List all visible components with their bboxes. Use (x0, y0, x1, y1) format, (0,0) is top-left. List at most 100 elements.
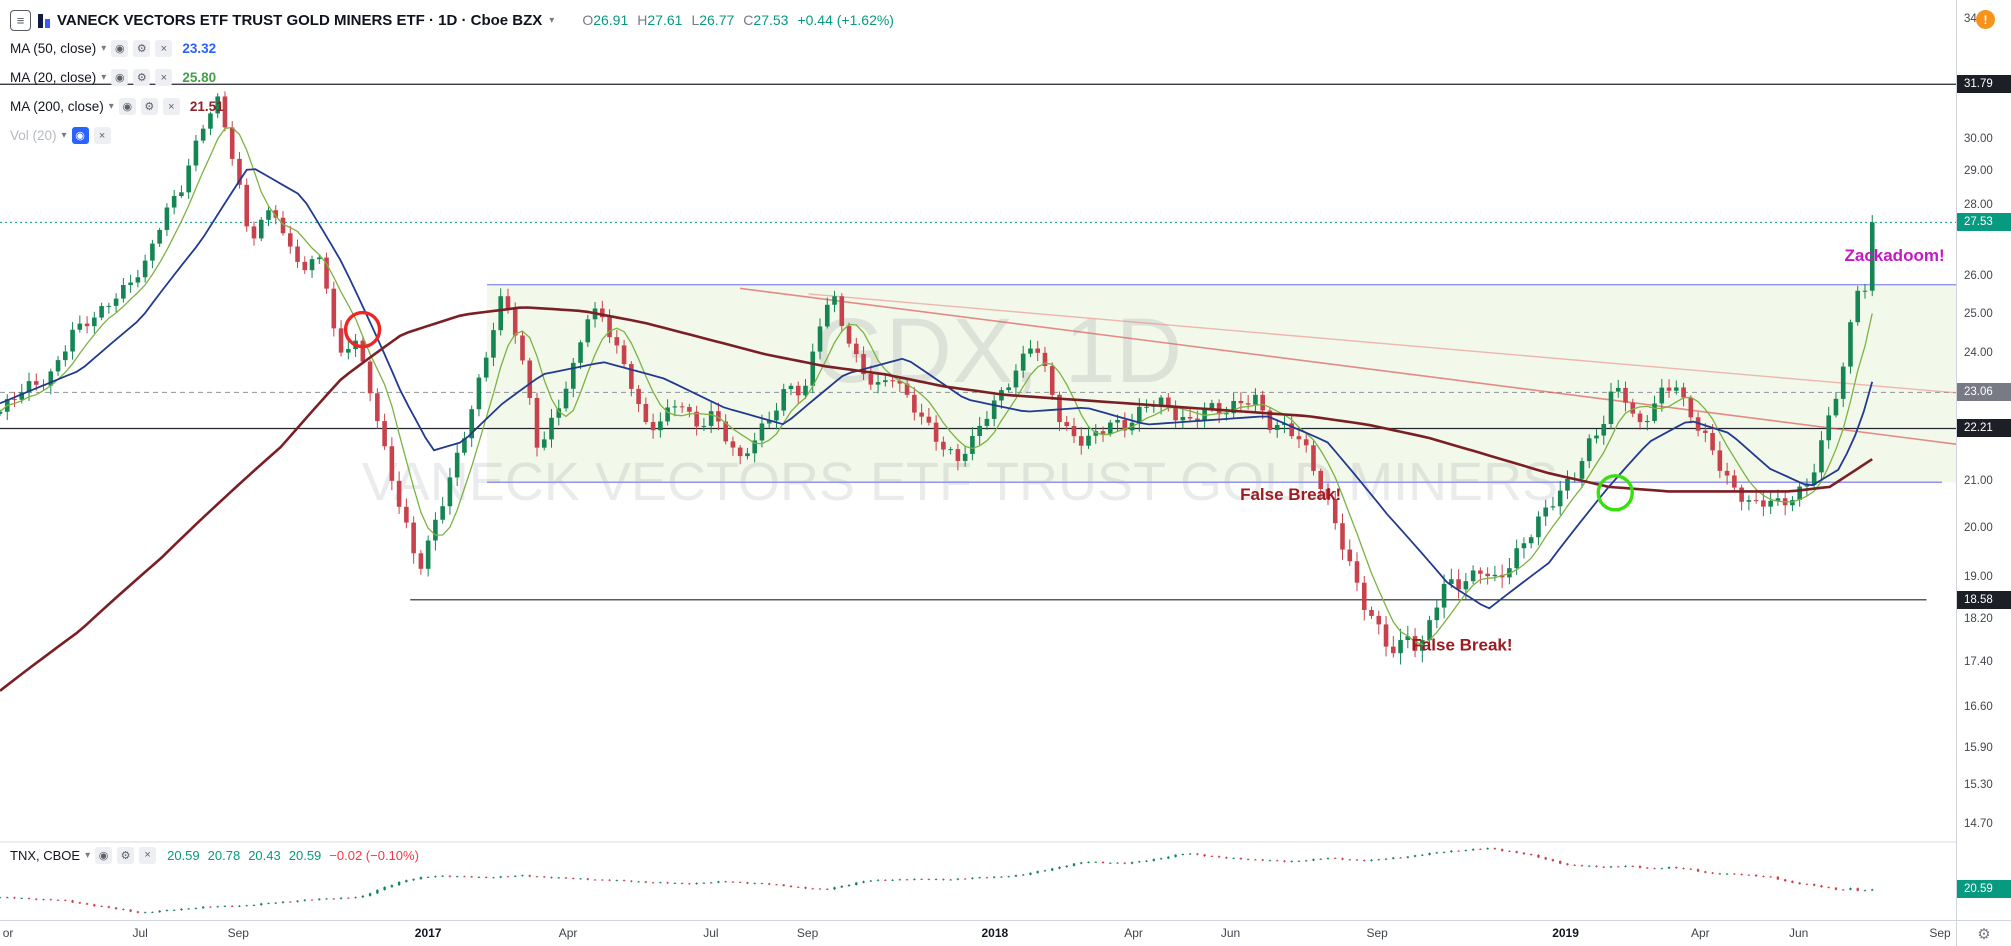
candles-layer (0, 91, 1875, 665)
price-badge: 23.06 (1957, 383, 2011, 402)
indicator-row-ma20[interactable]: MA (20, close) ▾ ◉ ⚙ × 25.80 (10, 63, 894, 92)
chevron-down-icon[interactable]: ▾ (101, 72, 107, 83)
chevron-down-icon[interactable]: ▾ (108, 101, 114, 112)
symbol-title[interactable]: VANECK VECTORS ETF TRUST GOLD MINERS ETF… (57, 11, 543, 29)
price-tick-label: 19.00 (1964, 571, 1993, 584)
indicator-label: MA (20, close) (10, 70, 97, 85)
time-label: Apr (558, 926, 578, 940)
settings-icon[interactable]: ⚙ (133, 69, 151, 86)
ma50-line (0, 168, 1874, 610)
chevron-down-icon[interactable]: ▾ (549, 14, 555, 26)
instrument-logo (38, 12, 50, 28)
price-tick-label: 15.30 (1964, 779, 1993, 792)
price-badge: 22.21 (1957, 419, 2011, 438)
time-label: Sep (1366, 926, 1388, 940)
chevron-down-icon[interactable]: ▾ (85, 849, 91, 861)
visibility-icon[interactable]: ◉ (71, 127, 89, 144)
time-label: 2018 (981, 926, 1009, 940)
ma200-line (0, 306, 1873, 692)
symbol-title-row: ≡ VANECK VECTORS ETF TRUST GOLD MINERS E… (10, 6, 894, 34)
ohlc-values: O26.91 H27.61 L26.77 C27.53 +0.44 (+1.62… (573, 12, 894, 28)
remove-icon[interactable]: × (155, 69, 173, 86)
indicator-label: TNX, CBOE (10, 847, 81, 863)
legend-overlay: ≡ VANECK VECTORS ETF TRUST GOLD MINERS E… (10, 6, 894, 150)
price-badge: 18.58 (1957, 590, 2011, 609)
time-label: Apr (1124, 926, 1143, 940)
time-label: Jul (703, 926, 719, 940)
price-badge: 31.79 (1957, 75, 2011, 94)
price-tick-label: 18.20 (1964, 612, 1993, 625)
time-label: 2019 (1552, 926, 1579, 940)
menu-icon[interactable]: ≡ (10, 9, 31, 31)
indicator-row-ma50[interactable]: MA (50, close) ▾ ◉ ⚙ × 23.32 (10, 34, 894, 63)
time-label: Sep (1929, 926, 1951, 940)
visibility-icon[interactable]: ◉ (95, 846, 113, 864)
remove-icon[interactable]: × (155, 40, 173, 57)
settings-icon[interactable]: ⚙ (117, 846, 135, 864)
indicator-value: 21.51 (189, 99, 224, 114)
tnx-series-layer (0, 847, 1874, 914)
trendline (808, 293, 1957, 394)
ma20-line (0, 126, 1873, 646)
price-axis[interactable]: 34.0030.0029.0028.0026.0025.0024.0021.00… (1956, 0, 2011, 920)
tnx-values: 20.59 20.78 20.43 20.59 −0.02 (−0.10%) (167, 847, 419, 863)
time-label: Apr (1690, 926, 1710, 940)
time-label: Jul (132, 926, 148, 940)
axis-settings-corner[interactable]: ⚙ (1956, 920, 2011, 946)
visibility-icon[interactable]: ◉ (111, 69, 129, 86)
indicator-value: 25.80 (182, 70, 217, 85)
indicator-label: MA (200, close) (10, 99, 104, 114)
annotation-text: Zackadoom! (1844, 246, 1944, 265)
price-tick-label: 14.70 (1964, 817, 1993, 830)
close-value: C27.53 (743, 12, 789, 28)
highlight-circle (1596, 474, 1634, 512)
time-label: or (2, 926, 14, 940)
annotation-text: False Break! (1240, 485, 1341, 504)
price-tick-label: 15.90 (1964, 742, 1993, 755)
low-value: L26.77 (691, 12, 735, 28)
remove-icon[interactable]: × (139, 846, 157, 864)
indicator-row-vol[interactable]: Vol (20) ▾ ◉ × (10, 121, 894, 150)
high-value: H27.61 (637, 12, 683, 28)
time-label: 2017 (414, 926, 442, 940)
price-tick-label: 21.00 (1964, 475, 1993, 488)
visibility-icon[interactable]: ◉ (118, 98, 136, 115)
indicator-label: Vol (20) (10, 128, 57, 143)
time-label: Jun (1220, 926, 1241, 940)
indicator-label: MA (50, close) (10, 41, 97, 56)
chevron-down-icon[interactable]: ▾ (101, 43, 107, 54)
change-value: +0.44 (+1.62%) (797, 12, 894, 28)
alert-icon[interactable]: ! (1976, 10, 1995, 29)
price-tick-label: 17.40 (1964, 655, 1993, 668)
price-tick-label: 26.00 (1964, 270, 1993, 283)
price-tick-label: 20.00 (1964, 522, 1993, 535)
annotation-text: False Break! (1411, 636, 1512, 655)
time-axis[interactable]: or Jul Sep 2017 Apr Jul Sep 2018 Apr Jun Sep 2019 Ap… (0, 920, 2011, 946)
indicator-value: 23.32 (182, 41, 217, 56)
indicator-row-ma200[interactable]: MA (200, close) ▾ ◉ ⚙ × 21.51 (10, 92, 894, 121)
price-tick-label: 16.60 (1964, 700, 1993, 713)
tnx-indicator-row[interactable]: TNX, CBOE ▾ ◉ ⚙ × 20.59 20.78 20.43 20.5… (10, 844, 419, 866)
gear-icon[interactable]: ⚙ (1977, 926, 1991, 943)
watermark-symbol: GDX, 1D (814, 300, 1182, 402)
remove-icon[interactable]: × (162, 98, 180, 115)
time-label: Sep (227, 926, 249, 940)
trendline (739, 287, 1957, 445)
settings-icon[interactable]: ⚙ (133, 40, 151, 57)
price-badge: 27.53 (1957, 213, 2011, 232)
remove-icon[interactable]: × (93, 127, 111, 144)
chevron-down-icon[interactable]: ▾ (61, 130, 67, 141)
price-tick-label: 25.00 (1964, 307, 1993, 320)
highlight-circle (343, 310, 382, 349)
price-tick-label: 29.00 (1964, 165, 1993, 178)
time-label: Jun (1788, 926, 1809, 940)
price-tick-label: 30.00 (1964, 132, 1993, 145)
visibility-icon[interactable]: ◉ (111, 40, 129, 57)
tnx-price-badge: 20.59 (1957, 880, 2011, 899)
price-tick-label: 24.00 (1964, 347, 1993, 360)
price-tick-label: 28.00 (1964, 199, 1993, 212)
time-label: Sep (796, 926, 819, 940)
settings-icon[interactable]: ⚙ (140, 98, 158, 115)
